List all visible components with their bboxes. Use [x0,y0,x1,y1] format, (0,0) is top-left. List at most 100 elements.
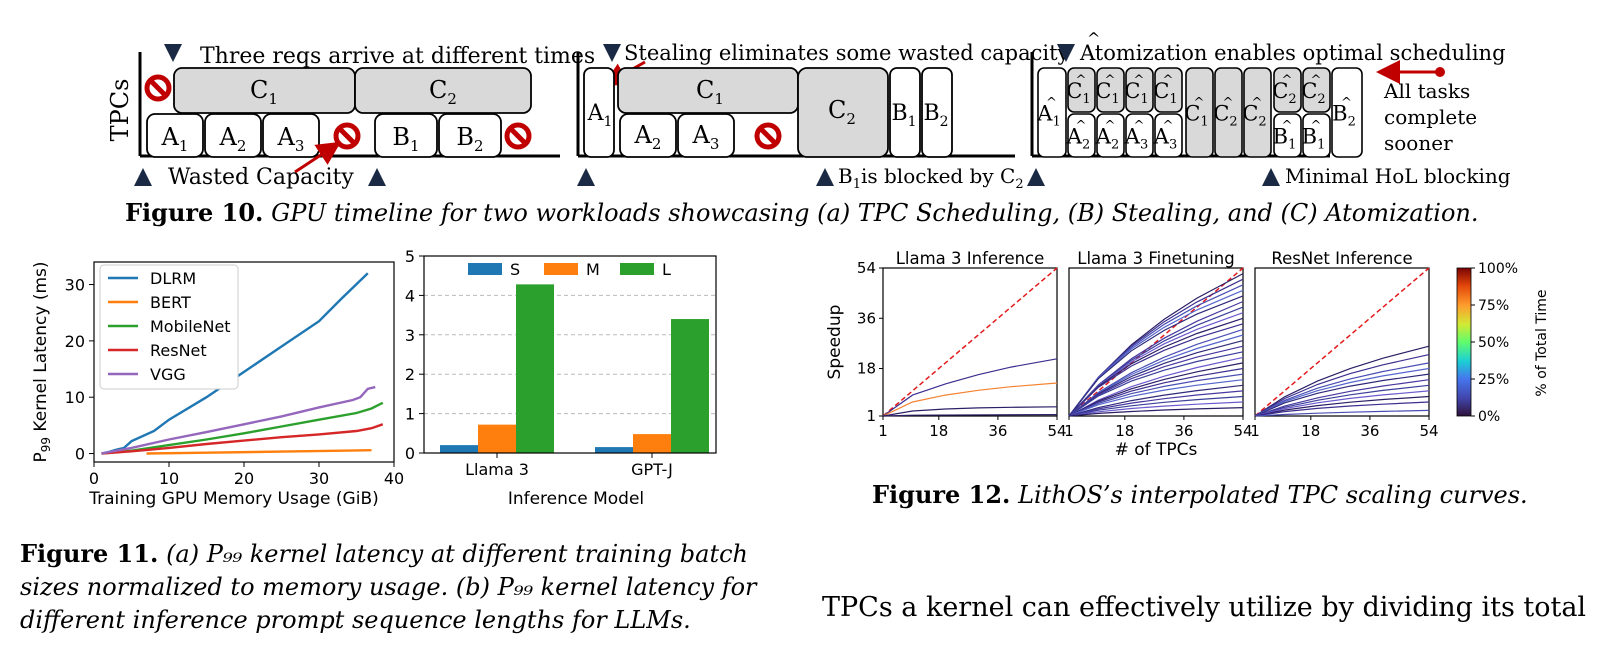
atom-bottom-a2-label: A3 [1124,125,1148,153]
atom-bottom-a3-hat: ^ [1163,119,1174,134]
x-tick-label: 36 [1360,422,1379,440]
scaling-curve [1068,317,1244,417]
x-axis-label: # of TPCs [1115,440,1198,460]
panel-title: Llama 3 Finetuning [1077,249,1234,268]
scaling-curve [1254,354,1430,417]
scaling-curve [1068,373,1244,417]
atom-b2-label: B2 [1332,102,1356,130]
atom-b2 [1331,67,1363,158]
atom-tall-c0 [1185,67,1214,158]
y-axis-label: P99 Kernel Latency (ms) [31,261,53,462]
legend-label: S [510,260,520,279]
arrival-marker-icon [134,168,152,186]
atom-top-c2-hat: ^ [1134,73,1145,88]
y-tick-label: 2 [405,365,415,384]
legend-label: VGG [150,365,186,384]
atom-a1 [1037,67,1067,158]
panel-c-side-note-3: sooner [1384,131,1453,155]
arrival-marker-icon [164,44,182,62]
colorbar-tick-label: 75% [1478,298,1509,314]
panel-c-top-note: Atomization enables optimal scheduling [1079,41,1506,65]
scaling-curve [1068,306,1244,417]
scaling-curve [1068,401,1244,417]
scaling-curve [1068,345,1244,417]
scaling-curve [1068,323,1244,417]
scaling-curve [1254,395,1430,417]
colorbar [1456,267,1472,417]
svg-text:B1: B1 [392,123,419,155]
atom-bottom-b0 [1273,113,1302,158]
arrival-marker-icon [816,168,834,186]
bar-m [633,434,671,453]
svg-text:A1: A1 [587,101,613,130]
body-text: TPCs a kernel can effectively utilize by… [822,592,1587,623]
colorbar-tick-label: 100% [1478,261,1518,277]
scaling-curve [1068,407,1244,417]
panel-c-bottom-note: Minimal HoL blocking [1285,164,1511,188]
svg-text:C1: C1 [696,76,724,108]
y-tick-label: 54 [857,259,876,277]
figure-10-caption: Figure 10. GPU timeline for two workload… [125,198,1479,227]
svg-text:A2: A2 [219,123,247,155]
ideal-scaling-line [882,267,1058,417]
atom-top-c0 [1067,67,1096,113]
scaling-curve [882,414,1058,417]
atom-tall-c2 [1243,67,1272,158]
bar-l [671,319,709,453]
atom-tall-c1-label: C2 [1213,102,1237,130]
scaling-curve [882,406,1058,417]
scaling-curve [1068,356,1244,417]
atom-bottom-b1-hat: ^ [1311,119,1322,134]
atom-top-c2 [1125,67,1154,113]
atom-tall-c1-hat: ^ [1223,96,1234,111]
atom-top-c2-1 [1302,67,1331,113]
x-tick-label: 54 [1047,422,1066,440]
atom-top-c2-label: C1 [1124,79,1148,107]
legend-label: ResNet [150,341,207,360]
scaling-curve [1068,395,1244,417]
figure-12-caption: Figure 12. LithOS’s interpolated TPC sca… [872,480,1528,509]
fig10-panel-a: TPCs Three reqs arrive at different time… [106,44,595,190]
ideal-scaling-line [1254,267,1430,417]
no-sign-icon [147,77,169,99]
x-axis-label: Training GPU Memory Usage (GiB) [88,489,379,509]
figure-11-caption: Figure 11. (a) P₉₉ kernel latency at dif… [20,539,757,634]
x-tick-label: 0 [89,469,99,488]
legend-label: BERT [150,293,191,312]
colorbar-tick-label: 25% [1478,372,1509,388]
atom-b2-hat: ^ [1341,96,1352,111]
atom-tall-c1 [1214,67,1243,158]
x-tick-label: 40 [384,469,404,488]
svg-text:A3: A3 [692,121,720,153]
scaling-curve [1254,401,1430,417]
atom-top-c1-label: C1 [1095,79,1119,107]
legend [99,264,239,390]
x-tick-label: 1 [878,422,888,440]
scaling-curve [1254,345,1430,417]
scaling-curve [1068,340,1244,417]
arrival-marker-icon [1262,168,1280,186]
atom-bottom-a2-hat: ^ [1134,119,1145,134]
no-sign-icon [757,125,779,147]
x-tick-label: 54 [1233,422,1252,440]
svg-text:C2: C2 [828,96,856,128]
scaling-curve [1254,379,1430,417]
atom-a1-hat: ^ [1046,96,1057,111]
y-tick-label: 36 [857,309,876,327]
scaling-curve [1068,334,1244,417]
legend-label: L [662,260,671,279]
x-tick-label: 54 [1419,422,1438,440]
atom-top-c1-hat: ^ [1105,73,1116,88]
y-tick-label: 0 [75,445,85,464]
svg-text:B1: B1 [891,101,916,130]
x-tick-label: 18 [1301,422,1320,440]
plot-frame [1254,267,1430,417]
legend-swatch [544,263,578,275]
scaling-curve [1068,295,1244,417]
atom-bottom-a0-label: A2 [1066,125,1090,153]
y-tick-label: 1 [405,405,415,424]
atomized-blocks: A1^ C1^ C1^ C1^ C1^A2^ A2^ A3^ A3^C1^ C2^ C2^ C2^ C… [1036,67,1363,158]
scaling-curve [1068,312,1244,417]
scaling-curve [1254,362,1430,417]
series-line-dlrm [101,272,369,455]
